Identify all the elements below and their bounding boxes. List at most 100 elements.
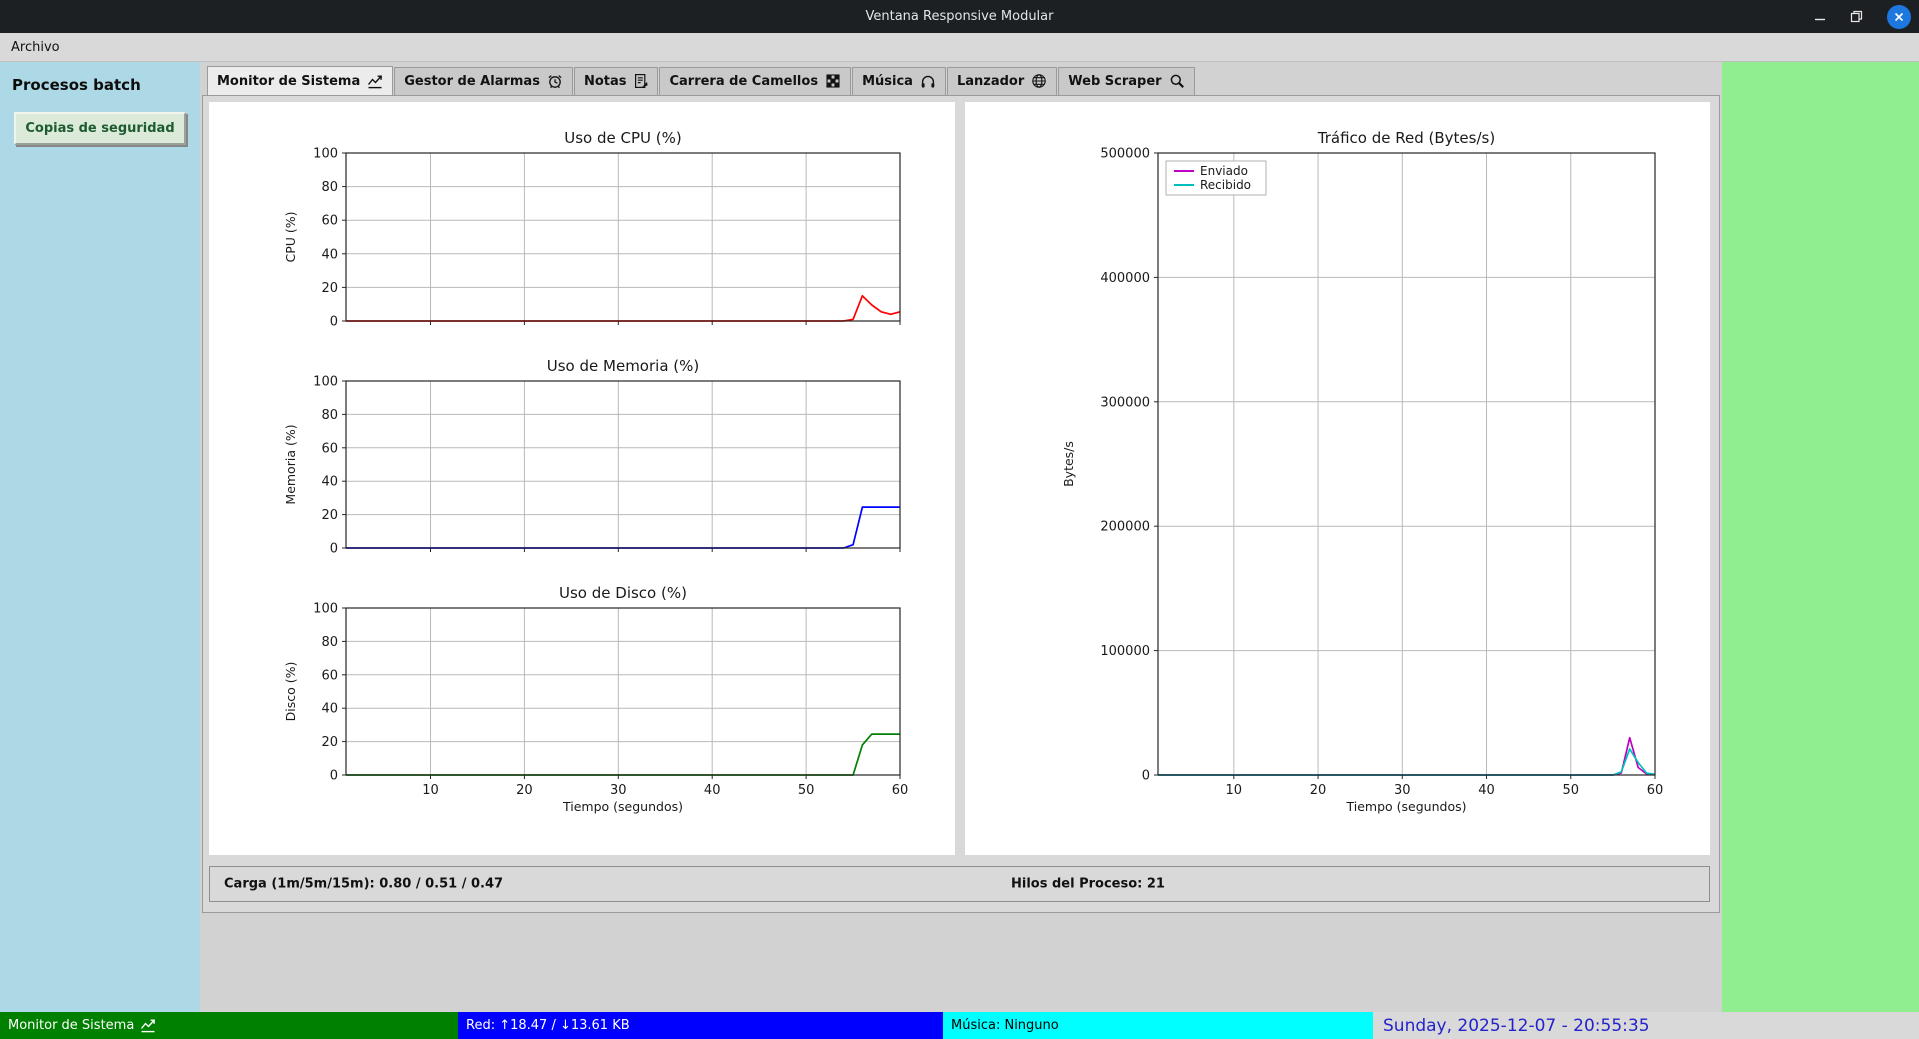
svg-text:200000: 200000 — [1100, 520, 1150, 535]
tab-musica[interactable]: Música — [852, 67, 946, 95]
svg-text:30: 30 — [1394, 783, 1411, 798]
svg-text:Disco (%): Disco (%) — [283, 662, 298, 722]
backup-button[interactable]: Copias de seguridad — [14, 112, 186, 145]
svg-text:60: 60 — [321, 668, 338, 683]
memo-icon — [633, 73, 649, 89]
svg-text:Enviado: Enviado — [1200, 164, 1248, 178]
main-area: Monitor de Sistema Gestor de Alarmas Notas… — [200, 62, 1722, 1012]
tab-label: Monitor de Sistema — [217, 74, 361, 89]
tab-monitor-de-sistema[interactable]: Monitor de Sistema — [207, 66, 394, 95]
tab-label: Gestor de Alarmas — [404, 73, 540, 89]
svg-text:60: 60 — [1647, 783, 1664, 798]
tab-lanzador[interactable]: Lanzador — [946, 67, 1058, 95]
svg-text:Tiempo (segundos): Tiempo (segundos) — [562, 799, 683, 814]
load-average-label: Carga (1m/5m/15m): 0.80 / 0.51 / 0.47 — [224, 876, 504, 892]
tab-label: Lanzador — [956, 73, 1025, 89]
svg-text:10: 10 — [1226, 783, 1243, 798]
svg-text:60: 60 — [321, 441, 338, 456]
svg-text:80: 80 — [321, 180, 338, 195]
svg-text:0: 0 — [330, 542, 338, 557]
svg-text:20: 20 — [1310, 783, 1327, 798]
svg-text:20: 20 — [321, 735, 338, 750]
monitor-stats-row: Carga (1m/5m/15m): 0.80 / 0.51 / 0.47 Hi… — [209, 866, 1710, 902]
svg-text:Bytes/s: Bytes/s — [1061, 441, 1076, 487]
tab-gestor-de-alarmas[interactable]: Gestor de Alarmas — [394, 67, 573, 95]
svg-text:60: 60 — [892, 783, 909, 798]
tab-web-scraper[interactable]: Web Scraper — [1058, 67, 1195, 95]
checkered-flag-icon — [825, 73, 841, 89]
maximize-button[interactable] — [1850, 10, 1863, 23]
svg-text:100: 100 — [313, 602, 338, 617]
svg-text:50: 50 — [1562, 783, 1579, 798]
chart-increasing-icon — [140, 1018, 156, 1033]
svg-text:40: 40 — [321, 702, 338, 717]
status-module-label: Monitor de Sistema — [8, 1018, 135, 1033]
status-active-module: Monitor de Sistema — [0, 1012, 458, 1039]
headphones-icon — [920, 73, 936, 89]
globe-icon — [1031, 73, 1047, 89]
status-music-label: Música: Ninguno — [951, 1018, 1059, 1033]
svg-text:0: 0 — [1142, 769, 1150, 784]
svg-text:0: 0 — [330, 769, 338, 784]
svg-text:Uso de Memoria (%): Uso de Memoria (%) — [547, 357, 699, 375]
window-controls — [1814, 0, 1911, 33]
chart-increasing-icon — [367, 74, 383, 89]
window-title: Ventana Responsive Modular — [865, 9, 1054, 24]
status-clock: Sunday, 2025-12-07 - 20:55:35 — [1373, 1012, 1919, 1039]
svg-text:100: 100 — [313, 147, 338, 162]
svg-text:CPU (%): CPU (%) — [283, 211, 298, 262]
network-chart-figure: 0 100000 200000 300000 400000 500000 10 20 30 40 5… — [965, 102, 1710, 855]
tab-carrera-de-camellos[interactable]: Carrera de Camellos — [659, 67, 852, 95]
svg-text:30: 30 — [610, 783, 627, 798]
svg-text:100: 100 — [313, 375, 338, 390]
svg-text:80: 80 — [321, 408, 338, 423]
status-music: Música: Ninguno — [943, 1012, 1373, 1039]
sidebar-title: Procesos batch — [12, 76, 141, 94]
svg-text:50: 50 — [798, 783, 815, 798]
svg-text:60: 60 — [321, 214, 338, 229]
title-bar: Ventana Responsive Modular — [0, 0, 1919, 33]
svg-text:500000: 500000 — [1100, 147, 1150, 162]
svg-text:20: 20 — [516, 783, 533, 798]
svg-text:40: 40 — [1478, 783, 1495, 798]
tab-label: Carrera de Camellos — [669, 73, 819, 89]
svg-text:Recibido: Recibido — [1200, 178, 1251, 192]
batch-sidebar: Procesos batch Copias de seguridad — [0, 62, 200, 1012]
close-button[interactable] — [1887, 4, 1911, 29]
menu-item-archivo[interactable]: Archivo — [11, 39, 60, 55]
tab-notas[interactable]: Notas — [573, 67, 659, 95]
alarm-clock-icon — [547, 73, 563, 89]
minimize-button[interactable] — [1814, 11, 1826, 23]
svg-text:Tiempo (segundos): Tiempo (segundos) — [1346, 799, 1467, 814]
svg-text:100000: 100000 — [1100, 644, 1150, 659]
svg-text:0: 0 — [330, 315, 338, 330]
magnifier-icon — [1169, 73, 1185, 89]
svg-text:Memoria (%): Memoria (%) — [283, 424, 298, 504]
status-bar: Monitor de Sistema Red: ↑18.47 / ↓13.61 … — [0, 1012, 1919, 1039]
status-network: Red: ↑18.47 / ↓13.61 KB — [458, 1012, 943, 1039]
svg-text:20: 20 — [321, 281, 338, 296]
status-network-label: Red: ↑18.47 / ↓13.61 KB — [466, 1018, 630, 1033]
svg-text:40: 40 — [321, 247, 338, 262]
status-clock-label: Sunday, 2025-12-07 - 20:55:35 — [1383, 1015, 1650, 1036]
tab-label: Web Scraper — [1068, 73, 1162, 89]
svg-text:Tráfico de Red (Bytes/s): Tráfico de Red (Bytes/s) — [1317, 129, 1495, 147]
svg-text:300000: 300000 — [1100, 395, 1150, 410]
charts-row: 0 20 40 60 80 100 Uso de CPU (%) CPU (%) 0 20 40 60… — [209, 102, 1713, 855]
svg-text:400000: 400000 — [1100, 271, 1150, 286]
tab-label: Música — [862, 73, 913, 89]
svg-text:40: 40 — [321, 475, 338, 490]
right-panel — [1722, 62, 1919, 1012]
process-threads-label: Hilos del Proceso: 21 — [1011, 876, 1165, 892]
svg-text:40: 40 — [704, 783, 721, 798]
tab-bar: Monitor de Sistema Gestor de Alarmas Notas… — [200, 62, 1722, 95]
menu-bar: Archivo — [0, 33, 1919, 62]
tab-label: Notas — [583, 73, 627, 89]
svg-text:10: 10 — [422, 783, 439, 798]
system-monitor-panel: 0 20 40 60 80 100 Uso de CPU (%) CPU (%) 0 20 40 60… — [202, 95, 1720, 913]
svg-text:Uso de CPU (%): Uso de CPU (%) — [564, 129, 681, 147]
svg-text:Uso de Disco (%): Uso de Disco (%) — [559, 584, 687, 602]
svg-text:80: 80 — [321, 635, 338, 650]
svg-text:20: 20 — [321, 508, 338, 523]
